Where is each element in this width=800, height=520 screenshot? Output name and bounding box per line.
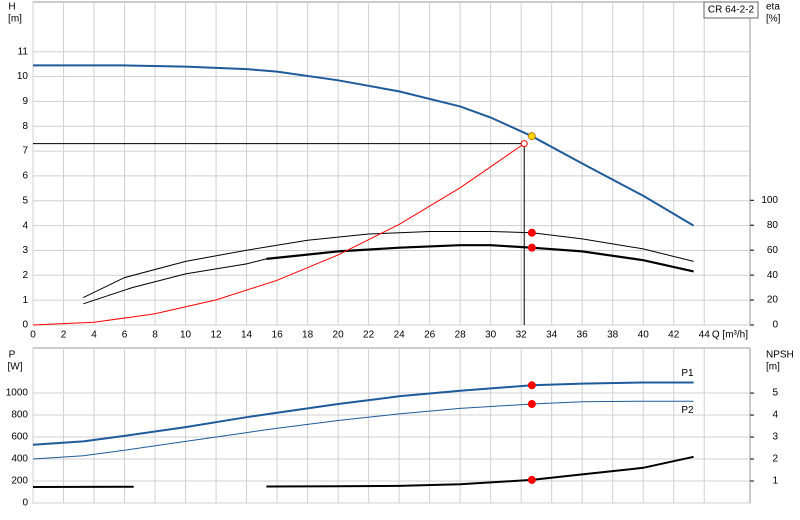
operating-point — [527, 399, 536, 408]
operating-point — [527, 475, 536, 484]
y-axis-label: H — [8, 2, 15, 13]
x-tick-label: 28 — [455, 330, 467, 341]
y2-tick-label: 60 — [767, 245, 779, 256]
y2-axis-unit: [m] — [766, 362, 780, 373]
x-tick-label: 42 — [668, 330, 680, 341]
x-tick-label: 36 — [577, 330, 589, 341]
x-tick-label: 24 — [394, 330, 406, 341]
curve-label: P1 — [681, 368, 694, 379]
y-tick-label: 1 — [22, 295, 28, 306]
curve — [32, 143, 525, 326]
curve — [32, 400, 694, 460]
y-tick-label: 600 — [11, 432, 28, 443]
y-axis-unit: [W] — [8, 362, 23, 373]
y-tick-label: 9 — [22, 96, 28, 107]
title-box — [703, 1, 759, 19]
y-tick-label: 0 — [22, 498, 28, 509]
plot-area — [32, 347, 751, 504]
y2-tick-label: 40 — [767, 270, 779, 281]
curve-label: P2 — [681, 405, 694, 416]
operating-point — [527, 228, 536, 237]
x-tick-label: 16 — [272, 330, 284, 341]
y2-tick-label: 0 — [772, 320, 778, 331]
x-tick-label: 20 — [333, 330, 345, 341]
x-tick-label: 12 — [211, 330, 223, 341]
x-tick-label: 22 — [363, 330, 375, 341]
y-tick-label: 8 — [22, 121, 28, 132]
y-axis-unit: [m] — [8, 14, 22, 25]
operating-point — [527, 243, 536, 252]
y2-axis-label: NPSH — [766, 350, 794, 361]
x-tick-label: 44 — [699, 330, 711, 341]
x-tick-label: 4 — [91, 330, 97, 341]
curve — [33, 64, 695, 227]
y2-tick-label: 1 — [772, 476, 778, 487]
x-tick-label: 18 — [302, 330, 314, 341]
y-tick-label: 200 — [11, 476, 28, 487]
y-tick-label: 1000 — [6, 388, 29, 399]
curve — [32, 381, 694, 446]
curve — [266, 244, 694, 273]
x-tick-label: 6 — [122, 330, 128, 341]
operating-point — [527, 381, 536, 390]
y2-axis-unit: [%] — [766, 14, 781, 25]
x-axis-label: Q [m³/h] — [712, 330, 748, 341]
y2-tick-label: 20 — [767, 295, 779, 306]
chart-title: CR 64-2-2 — [708, 5, 755, 16]
y2-tick-label: 2 — [772, 454, 778, 465]
y-tick-label: 10 — [17, 71, 29, 82]
y-tick-label: 11 — [18, 46, 29, 57]
y-tick-label: 5 — [22, 195, 28, 206]
y-tick-label: 0 — [22, 320, 28, 331]
x-tick-label: 26 — [424, 330, 436, 341]
y2-axis-label: eta — [766, 2, 780, 13]
x-tick-label: 32 — [516, 330, 528, 341]
curve — [32, 455, 694, 488]
y-tick-label: 800 — [11, 410, 28, 421]
y-tick-label: 3 — [22, 245, 28, 256]
x-tick-label: 8 — [152, 330, 158, 341]
y-tick-label: 400 — [11, 454, 28, 465]
plot-area — [32, 1, 751, 326]
operating-point — [527, 132, 536, 141]
x-tick-label: 0 — [30, 330, 36, 341]
x-tick-label: 30 — [485, 330, 497, 341]
y-tick-label: 7 — [22, 146, 28, 157]
curve — [83, 258, 267, 305]
y2-tick-label: 80 — [767, 220, 779, 231]
x-tick-label: 34 — [546, 330, 558, 341]
y2-tick-label: 3 — [772, 432, 778, 443]
x-tick-label: 2 — [61, 330, 67, 341]
y2-tick-label: 100 — [761, 195, 778, 206]
curve — [83, 231, 694, 299]
y-tick-label: 2 — [22, 270, 28, 281]
y-axis-label: P — [9, 350, 16, 361]
x-tick-label: 40 — [638, 330, 650, 341]
x-tick-label: 38 — [607, 330, 619, 341]
x-tick-label: 14 — [241, 330, 253, 341]
y2-tick-label: 4 — [772, 410, 778, 421]
y-tick-label: 4 — [22, 220, 28, 231]
duty-point — [520, 140, 528, 148]
y2-tick-label: 5 — [772, 388, 778, 399]
x-tick-label: 10 — [180, 330, 192, 341]
y-tick-label: 6 — [22, 171, 28, 182]
